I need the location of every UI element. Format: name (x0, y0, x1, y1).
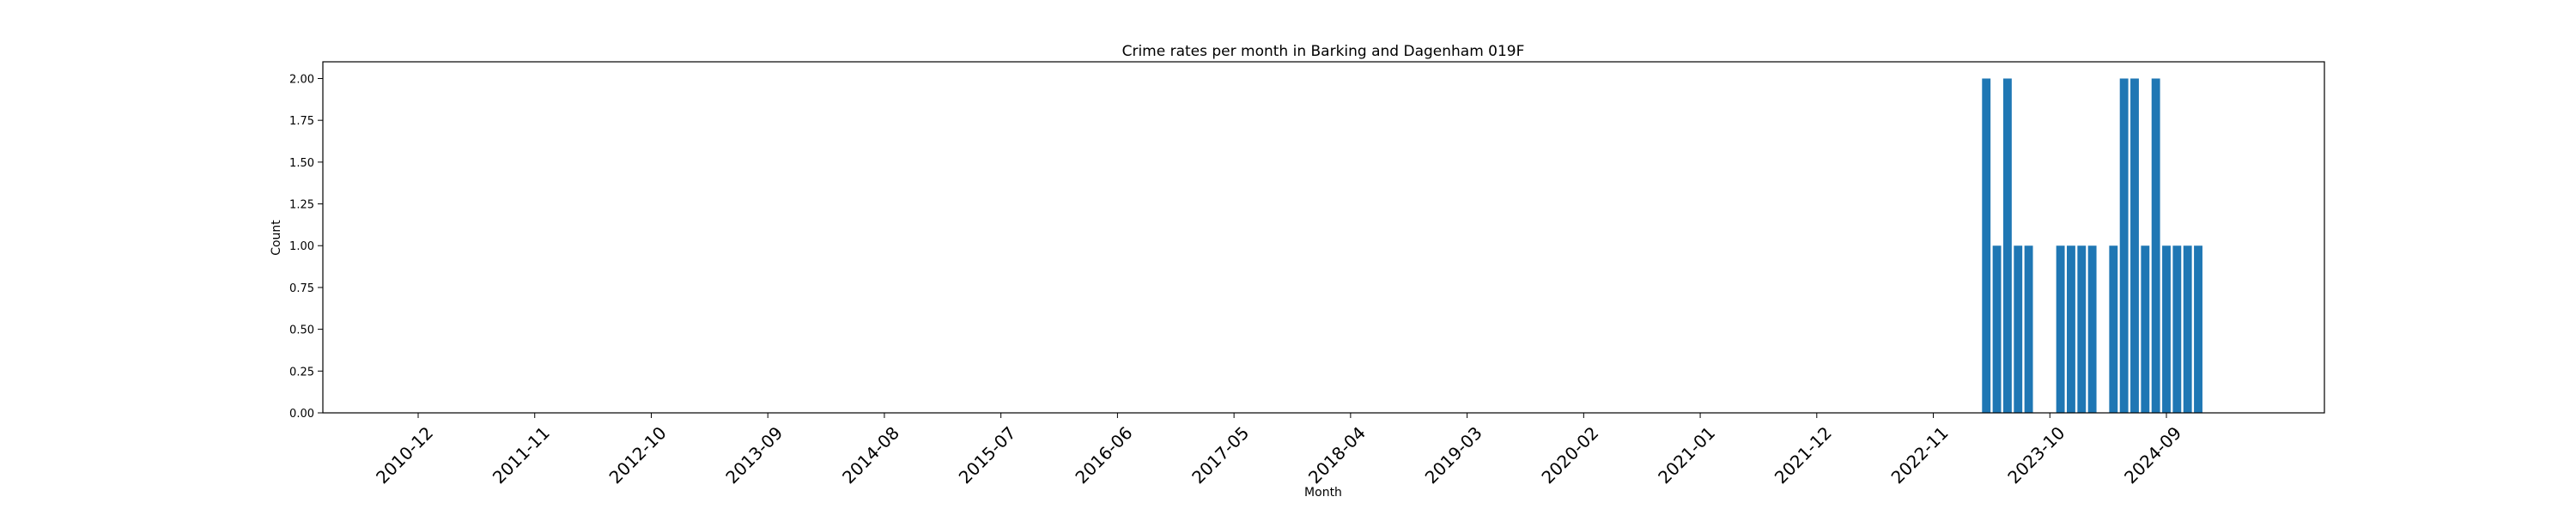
bar-2023-05 (1992, 245, 2002, 413)
bar-2024-01 (2077, 245, 2087, 413)
bar-2023-11 (2056, 245, 2065, 413)
y-tick-label: 0.25 (289, 366, 314, 379)
y-tick-label: 1.50 (289, 157, 314, 170)
y-tick-label: 1.00 (289, 240, 314, 253)
bar-2024-10 (2172, 245, 2182, 413)
y-axis: 0.00 0.25 0.50 0.75 1.00 1.25 1.50 1.75 2.00 (289, 73, 323, 421)
bar-2024-08 (2151, 78, 2160, 413)
bar-2023-12 (2067, 245, 2075, 413)
plot-frame (322, 61, 2325, 414)
bar-2024-06 (2130, 78, 2139, 413)
bar-2024-09 (2162, 245, 2171, 413)
y-tick-label: 0.50 (289, 324, 314, 337)
y-tick-label: 0.00 (289, 408, 314, 421)
bar-2024-07 (2141, 245, 2150, 413)
bars-group (1982, 78, 2202, 413)
bar-2024-11 (2183, 245, 2192, 413)
y-tick-label: 0.75 (289, 282, 314, 295)
bar-2023-08 (2024, 245, 2033, 413)
chart-title: Crime rates per month in Barking and Dag… (1122, 43, 1525, 60)
y-axis-label: Count (270, 220, 283, 256)
bar-2023-07 (2014, 245, 2023, 413)
y-tick-label: 1.75 (289, 115, 314, 128)
bar-2024-04 (2109, 245, 2118, 413)
y-tick-label: 2.00 (289, 73, 314, 86)
bar-2023-04 (1982, 78, 1991, 413)
x-axis-label: Month (1304, 486, 1342, 500)
bar-2024-05 (2119, 78, 2129, 413)
y-tick-label: 1.25 (289, 199, 314, 212)
bar-2023-06 (2002, 78, 2012, 413)
bar-2024-02 (2087, 245, 2097, 413)
bar-2024-12 (2194, 245, 2202, 413)
